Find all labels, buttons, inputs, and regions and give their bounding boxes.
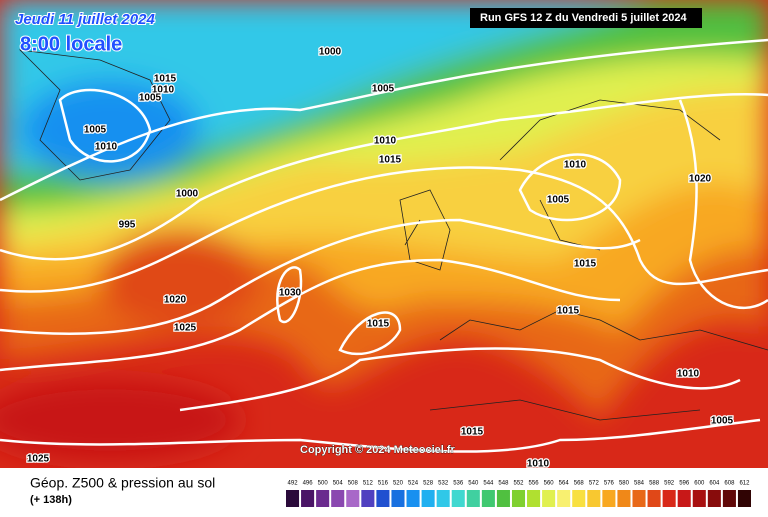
- legend-label: 592: [664, 481, 675, 487]
- legend-label: 552: [513, 481, 524, 487]
- lead-time: (+ 138h): [30, 494, 72, 506]
- legend-label: 556: [529, 481, 540, 487]
- isobar-label: 1015: [379, 155, 402, 166]
- legend-swatch: [572, 490, 586, 507]
- isobar-label: 1005: [84, 125, 107, 136]
- run-info: Run GFS 12 Z du Vendredi 5 juillet 2024: [480, 12, 687, 24]
- isobar-label: 1000: [319, 47, 342, 58]
- legend-swatch: [451, 490, 465, 507]
- run-box: [470, 8, 702, 28]
- isobar-label: 1020: [164, 295, 187, 306]
- legend-swatch: [481, 490, 495, 507]
- legend-label: 584: [634, 481, 645, 487]
- legend-label: 564: [559, 481, 570, 487]
- legend-swatch: [466, 490, 480, 507]
- legend-swatch: [286, 490, 300, 507]
- legend-label: 576: [604, 481, 615, 487]
- isobar-label: 1010: [152, 85, 175, 96]
- forecast-time: 8:00 locale: [20, 33, 122, 55]
- legend-label: 596: [679, 481, 690, 487]
- legend-swatch: [602, 490, 616, 507]
- isobar-label: 1025: [27, 454, 50, 465]
- legend-label: 600: [694, 481, 705, 487]
- legend-label: 580: [619, 481, 630, 487]
- isobar-label: 1005: [547, 195, 570, 206]
- legend-label: 612: [739, 481, 750, 487]
- isobar-label: 995: [119, 220, 136, 231]
- legend-label: 504: [333, 481, 344, 487]
- legend-swatch: [662, 490, 676, 507]
- legend-swatch: [587, 490, 601, 507]
- legend-swatch: [511, 490, 526, 507]
- isobar-label: 1005: [711, 416, 734, 427]
- legend-label: 508: [348, 481, 359, 487]
- legend-swatch: [316, 490, 330, 507]
- isobar-label: 1015: [461, 427, 484, 438]
- color-legend: 492 496 500 504 508 512 516 520 524 528 532 536 540 5…: [286, 481, 751, 507]
- isobar-label: 1025: [174, 323, 197, 334]
- legend-label: 572: [589, 481, 600, 487]
- legend-label: 520: [393, 481, 404, 487]
- legend-label: 492: [288, 481, 299, 487]
- legend-swatch: [632, 490, 646, 507]
- legend-swatch: [617, 490, 631, 507]
- isobar-label: 1015: [574, 259, 597, 270]
- isobar-label: 1000: [176, 189, 199, 200]
- legend-label: 500: [318, 481, 329, 487]
- legend-label: 604: [709, 481, 720, 487]
- legend-label: 560: [544, 481, 555, 487]
- isobar-label: 1010: [677, 369, 700, 380]
- legend-label: 496: [303, 481, 314, 487]
- legend-swatch: [301, 490, 315, 507]
- legend-swatch: [346, 490, 360, 507]
- legend-swatch: [542, 490, 556, 507]
- forecast-date: Jeudi 11 juillet 2024: [15, 11, 155, 28]
- isobar-label: 1015: [367, 319, 390, 330]
- legend-swatch: [391, 490, 405, 507]
- legend-label: 536: [453, 481, 464, 487]
- isobar-label: 1015: [154, 74, 177, 85]
- legend-swatch: [436, 490, 450, 507]
- isobar-label: 1020: [689, 174, 712, 185]
- legend-swatch: [737, 490, 751, 507]
- legend-swatch: [527, 490, 541, 507]
- legend-swatch: [496, 490, 510, 507]
- legend-swatch: [331, 490, 345, 507]
- legend-label: 548: [498, 481, 509, 487]
- legend-swatch: [361, 490, 375, 507]
- legend-label: 528: [423, 481, 434, 487]
- legend-swatch: [692, 490, 706, 507]
- footer-title: Géop. Z500 & pression au sol: [30, 475, 215, 491]
- legend-label: 524: [408, 481, 419, 487]
- legend-swatch: [406, 490, 420, 507]
- isobar-label: 1010: [374, 136, 397, 147]
- legend-label: 608: [724, 481, 735, 487]
- legend-label: 540: [468, 481, 479, 487]
- legend-swatch: [647, 490, 661, 507]
- legend-label: 544: [483, 481, 494, 487]
- isobar-label: 1010: [95, 142, 118, 153]
- legend-label: 532: [438, 481, 449, 487]
- legend-label: 512: [363, 481, 374, 487]
- legend-swatch: [677, 490, 691, 507]
- copyright: Copyright © 2024 Meteociel.fr: [300, 444, 456, 456]
- legend-swatch: [722, 490, 736, 507]
- isobar-label: 1005: [139, 93, 162, 104]
- isobar-label: 1015: [557, 306, 580, 317]
- isobar-label: 1010: [527, 459, 550, 470]
- isobar-label: 1005: [372, 84, 395, 95]
- legend-label: 516: [378, 481, 389, 487]
- isobar-label: 1010: [564, 160, 587, 171]
- legend-swatch: [707, 490, 721, 507]
- legend-label: 588: [649, 481, 660, 487]
- legend-swatch: [421, 490, 435, 507]
- isobar-label: 1030: [279, 288, 302, 299]
- legend-swatch: [557, 490, 571, 507]
- legend-label: 568: [574, 481, 585, 487]
- field: [0, 0, 768, 468]
- legend-swatch: [376, 490, 390, 507]
